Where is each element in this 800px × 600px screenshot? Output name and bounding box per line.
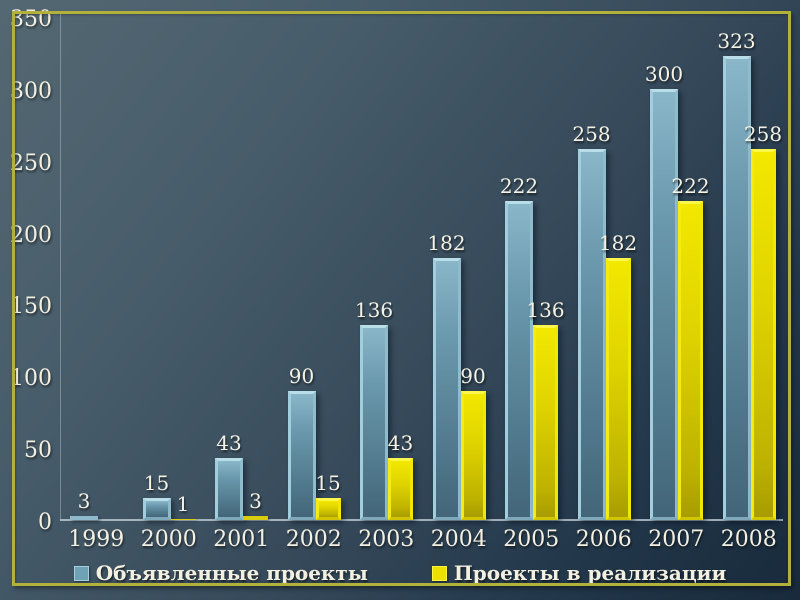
bar-announced-2005 bbox=[505, 200, 533, 520]
bar-implemented-2005 bbox=[533, 324, 558, 520]
bar-implemented-2000 bbox=[170, 518, 196, 520]
x-tick-label: 2005 bbox=[503, 527, 560, 552]
bar-announced-1999 bbox=[70, 515, 98, 520]
bar-implemented-2001 bbox=[243, 515, 268, 520]
x-tick-label: 1999 bbox=[68, 527, 125, 552]
bar-value-label: 3 bbox=[249, 488, 262, 513]
bar-value-label: 182 bbox=[598, 231, 638, 256]
bar-value-label: 90 bbox=[288, 363, 315, 388]
y-tick-label: 150 bbox=[10, 294, 52, 320]
y-axis-line bbox=[60, 14, 61, 520]
bar-value-label: 15 bbox=[315, 471, 341, 496]
x-tick-label: 2000 bbox=[140, 527, 197, 552]
bar-announced-2007 bbox=[650, 88, 678, 520]
x-tick-label: 2003 bbox=[358, 527, 415, 552]
bar-announced-2006 bbox=[577, 149, 606, 520]
bar-announced-2000 bbox=[142, 498, 171, 520]
legend-swatch-implemented-icon bbox=[431, 565, 447, 581]
bar-value-label: 222 bbox=[671, 173, 710, 198]
bar-value-label: 300 bbox=[644, 61, 684, 86]
bar-value-label: 222 bbox=[499, 173, 539, 198]
legend-item-implemented: Проекты в реализации bbox=[431, 561, 727, 585]
bar-value-label: 43 bbox=[387, 431, 414, 456]
x-axis-baseline bbox=[60, 519, 783, 521]
legend-item-announced: Объявленные проекты bbox=[73, 561, 368, 585]
bar-value-label: 258 bbox=[743, 122, 783, 147]
y-tick-label: 50 bbox=[24, 438, 52, 464]
bar-value-label: 3 bbox=[77, 488, 91, 513]
bar-value-label: 136 bbox=[354, 297, 394, 322]
bar-value-label: 182 bbox=[427, 231, 466, 256]
bar-implemented-2008 bbox=[750, 149, 776, 520]
y-tick-label: 100 bbox=[10, 366, 52, 392]
bar-implemented-2007 bbox=[678, 200, 703, 520]
x-tick-label: 2001 bbox=[213, 527, 270, 552]
legend-label-implemented: Проекты в реализации bbox=[453, 561, 727, 585]
y-tick-label: 250 bbox=[10, 150, 52, 176]
bar-value-label: 15 bbox=[143, 471, 170, 496]
bar-value-label: 136 bbox=[526, 297, 565, 322]
x-tick-label: 2007 bbox=[648, 527, 705, 552]
bar-implemented-2006 bbox=[605, 258, 631, 520]
bar-value-label: 90 bbox=[460, 363, 486, 388]
bar-implemented-2002 bbox=[315, 498, 341, 520]
y-tick-label: 200 bbox=[10, 222, 52, 248]
x-tick-label: 2006 bbox=[575, 527, 632, 552]
bar-value-label: 1 bbox=[176, 491, 190, 516]
bar-value-label: 43 bbox=[216, 431, 242, 456]
x-tick-label: 2002 bbox=[285, 527, 342, 552]
bar-value-label: 258 bbox=[572, 122, 611, 147]
bar-announced-2001 bbox=[215, 458, 243, 520]
bar-value-label: 323 bbox=[717, 28, 756, 53]
x-tick-label: 2004 bbox=[430, 527, 487, 552]
y-tick-label: 300 bbox=[10, 78, 52, 104]
bar-announced-2003 bbox=[360, 324, 388, 520]
bar-announced-2008 bbox=[722, 55, 751, 520]
bar-implemented-2003 bbox=[388, 458, 413, 520]
bar-implemented-2004 bbox=[460, 390, 486, 520]
y-tick-label: 350 bbox=[10, 7, 52, 32]
bar-announced-2004 bbox=[432, 258, 461, 520]
bar-announced-2002 bbox=[287, 390, 316, 520]
y-tick-label: 0 bbox=[38, 510, 52, 535]
chart-legend: Объявленные проекты Проекты в реализации bbox=[20, 558, 780, 588]
legend-label-announced: Объявленные проекты bbox=[95, 561, 368, 585]
x-tick-label: 2008 bbox=[720, 527, 777, 552]
legend-swatch-announced-icon bbox=[73, 565, 89, 581]
